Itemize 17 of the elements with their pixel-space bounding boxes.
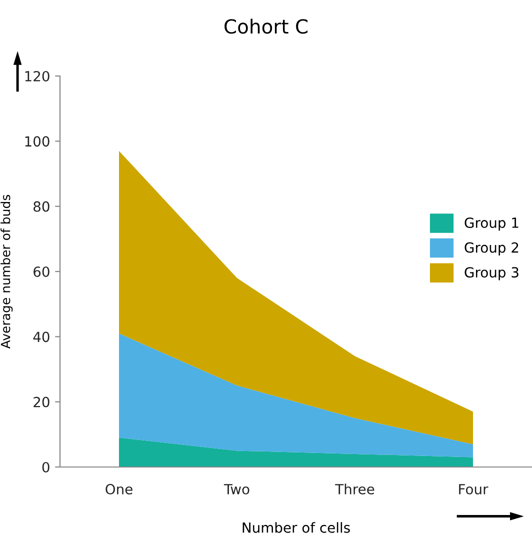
x-tick-label: Four — [459, 484, 488, 494]
x-tick-label: One — [106, 484, 132, 494]
y-tick-label: 80 — [34, 201, 50, 212]
y-tick-label: 40 — [33, 332, 50, 342]
x-tick-label: Two — [224, 484, 250, 494]
y-axis-title: Average number of buds — [0, 194, 13, 349]
legend-label: Group 2 — [464, 242, 518, 256]
x-axis-title: Number of cells — [242, 522, 350, 533]
chart-title: Cohort C — [224, 18, 308, 34]
y-tick-label: 20 — [34, 396, 50, 408]
y-tick-label: 60 — [34, 266, 50, 277]
y-tick-label: 100 — [25, 136, 50, 147]
y-tick-label: 120 — [25, 70, 50, 82]
legend-label: Group 1 — [464, 217, 518, 231]
legend-label: Group 3 — [464, 267, 518, 280]
x-tick-label: Three — [335, 484, 374, 494]
y-tick-label: 0 — [42, 462, 50, 472]
